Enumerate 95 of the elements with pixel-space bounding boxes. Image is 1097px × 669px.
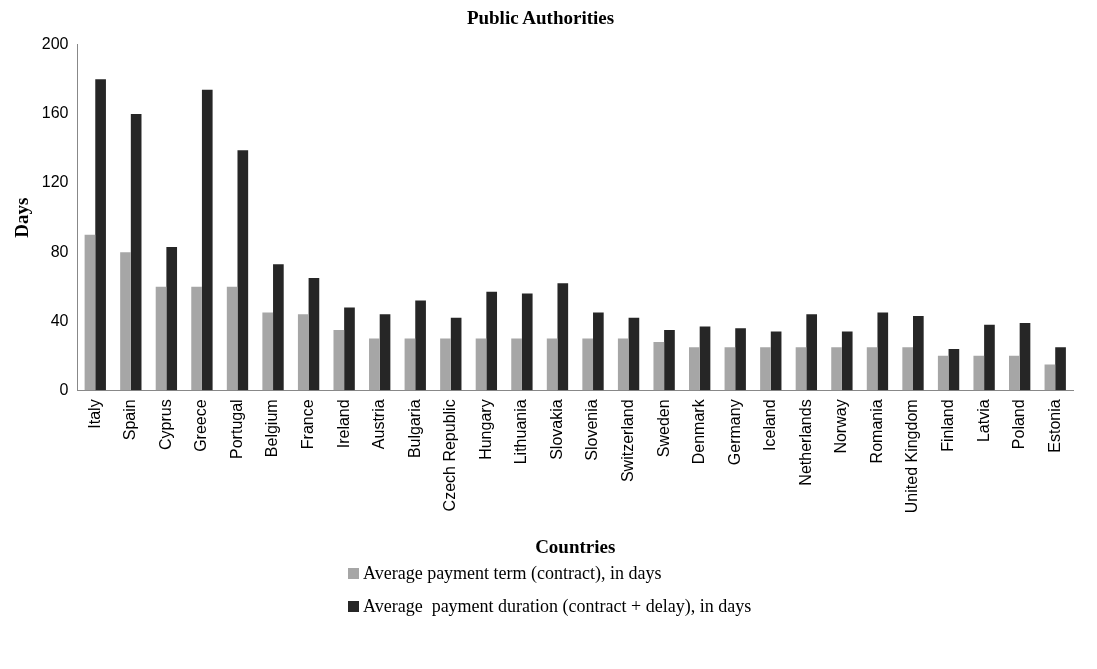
x-tick-label: Finland — [938, 399, 956, 452]
x-tick-label: Norway — [832, 399, 850, 454]
y-axis-title: Days — [11, 197, 33, 238]
bar — [191, 286, 202, 391]
bar — [226, 286, 238, 391]
bar — [1009, 355, 1020, 391]
bar — [1055, 347, 1066, 391]
x-tick-label: Czech Republic — [441, 399, 459, 512]
bar — [201, 89, 213, 391]
bar — [333, 329, 345, 391]
y-tick-label: 200 — [41, 35, 69, 53]
y-tick-label: 160 — [41, 104, 69, 122]
bar — [653, 341, 665, 391]
bar — [440, 338, 451, 391]
bar — [593, 312, 604, 391]
bar — [770, 331, 782, 391]
bar — [308, 278, 320, 391]
bar — [795, 347, 807, 391]
bar — [415, 300, 426, 391]
x-tick-label: Belgium — [263, 399, 281, 458]
x-tick-label: Romania — [867, 399, 885, 464]
bar — [557, 283, 569, 391]
x-tick-label: Italy — [85, 399, 103, 429]
bar — [806, 314, 818, 391]
bar — [546, 338, 558, 391]
bar — [521, 293, 533, 391]
bar — [166, 246, 178, 391]
bar — [664, 329, 675, 391]
x-tick-label: Bulgaria — [405, 399, 423, 459]
x-tick-label: Poland — [1010, 399, 1028, 450]
x-tick-label: Lithuania — [512, 399, 530, 465]
legend-label: Average payment duration (contract + delay), in days — [363, 596, 752, 617]
bar — [1044, 364, 1056, 391]
x-tick-label: Cyprus — [156, 399, 174, 451]
bar — [369, 338, 380, 391]
bar — [699, 326, 711, 391]
y-tick-label: 40 — [50, 311, 69, 329]
x-tick-label: Estonia — [1045, 399, 1063, 453]
bar — [95, 79, 106, 391]
x-tick-label: Netherlands — [796, 399, 814, 486]
bar — [379, 314, 391, 391]
x-tick-label: Spain — [121, 399, 139, 441]
x-tick-label: Iceland — [761, 399, 779, 451]
x-tick-label: Sweden — [654, 399, 672, 458]
x-tick-label: Ireland — [334, 399, 352, 449]
bar — [120, 252, 131, 391]
x-tick-label: Germany — [725, 399, 743, 466]
x-tick-label: Denmark — [690, 398, 708, 465]
bar — [724, 347, 736, 391]
bar — [486, 291, 498, 391]
bar — [866, 347, 878, 391]
bar — [297, 314, 309, 391]
x-tick-label: Austria — [370, 399, 388, 450]
bar — [902, 347, 914, 391]
bar — [404, 338, 416, 391]
x-tick-label: Hungary — [476, 399, 494, 460]
bar — [273, 264, 284, 391]
x-tick-label: Latvia — [974, 399, 992, 443]
bar — [973, 355, 985, 391]
bar — [628, 317, 640, 391]
bar — [1019, 322, 1031, 391]
bar — [475, 338, 487, 391]
x-tick-label: Switzerland — [618, 399, 636, 483]
bar — [913, 316, 924, 391]
x-tick-label: France — [299, 399, 316, 450]
bar — [450, 317, 462, 391]
chart-title: Public Authorities — [466, 7, 615, 29]
x-tick-label: Slovakia — [547, 399, 565, 460]
bar — [937, 355, 949, 391]
y-tick-label: 0 — [59, 380, 69, 398]
bar — [262, 312, 274, 391]
legend-label: Average payment term (contract), in days — [363, 563, 662, 584]
bar — [841, 331, 853, 391]
bar — [831, 347, 842, 391]
y-tick-label: 80 — [50, 242, 69, 260]
x-tick-label: Slovenia — [583, 399, 601, 461]
bar — [984, 324, 995, 391]
bar — [84, 234, 96, 391]
bar — [237, 150, 249, 391]
bar — [735, 328, 746, 391]
bar — [617, 338, 629, 391]
bar — [511, 338, 522, 391]
bar — [155, 286, 167, 391]
y-tick-label: 120 — [41, 173, 69, 191]
bar — [344, 307, 355, 391]
bar — [760, 347, 771, 391]
bar — [582, 338, 594, 391]
x-axis-title: Countries — [535, 535, 616, 557]
x-tick-label: Portugal — [227, 399, 245, 459]
bar — [130, 113, 142, 391]
bar — [877, 312, 889, 391]
x-tick-label: United Kingdom — [903, 399, 921, 514]
bar — [948, 348, 960, 391]
x-tick-label: Greece — [192, 399, 210, 452]
bar — [689, 347, 700, 391]
